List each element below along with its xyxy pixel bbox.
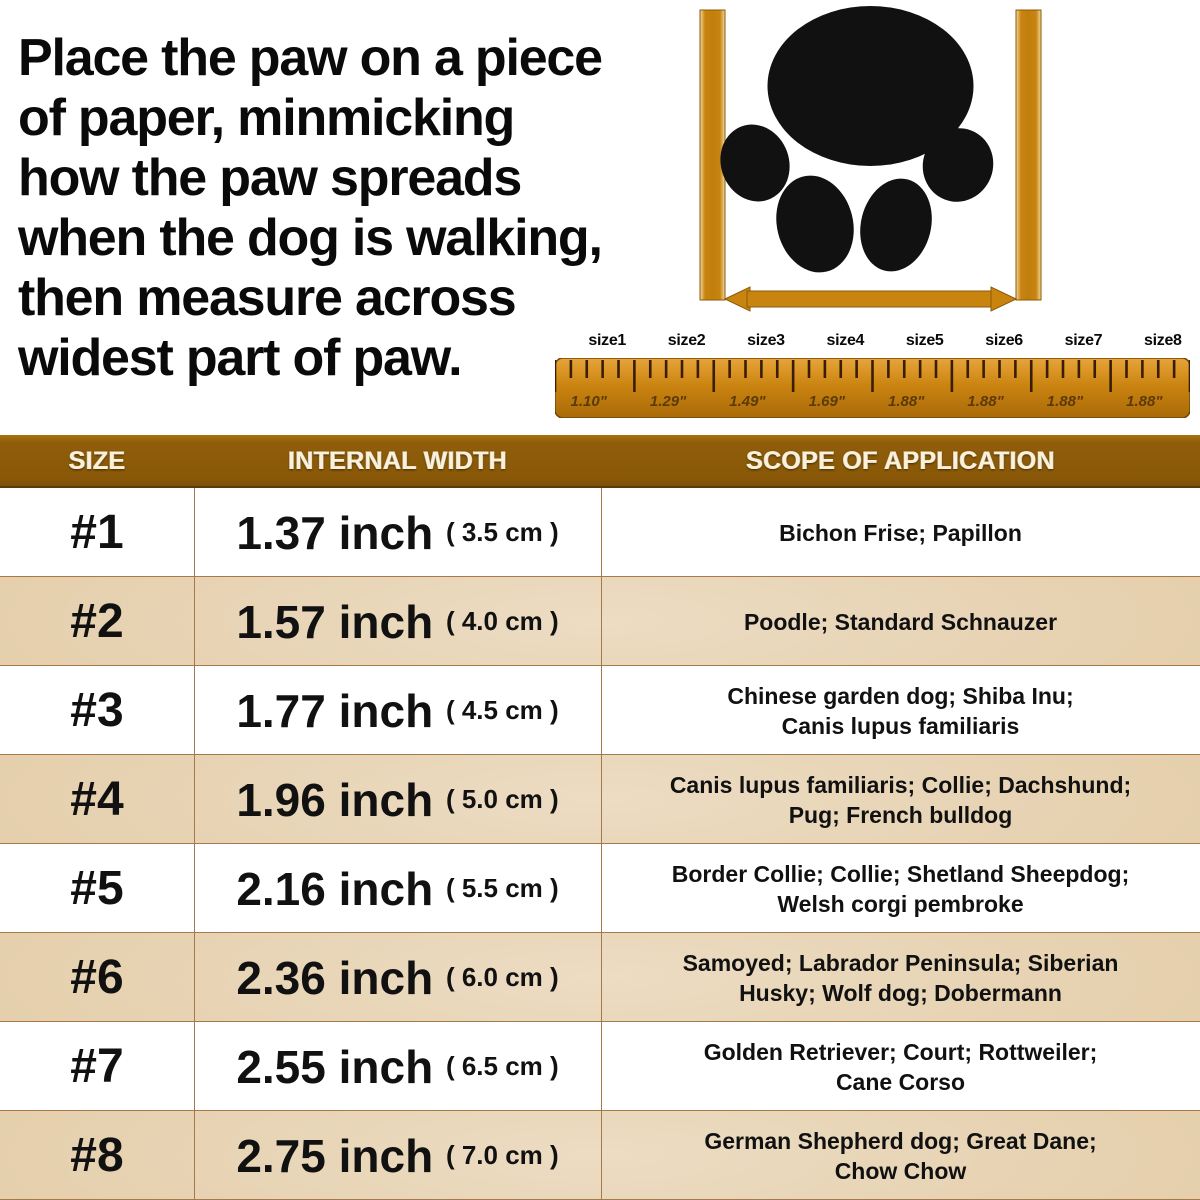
svg-text:1.10": 1.10" (571, 393, 608, 410)
svg-text:1.69": 1.69" (809, 393, 846, 410)
svg-text:1.88": 1.88" (888, 393, 925, 410)
svg-text:1.49": 1.49" (729, 393, 766, 410)
svg-text:1.88": 1.88" (1126, 393, 1163, 410)
svg-text:1.88": 1.88" (1047, 393, 1084, 410)
svg-text:1.29": 1.29" (650, 393, 687, 410)
svg-text:1.88": 1.88" (967, 393, 1004, 410)
